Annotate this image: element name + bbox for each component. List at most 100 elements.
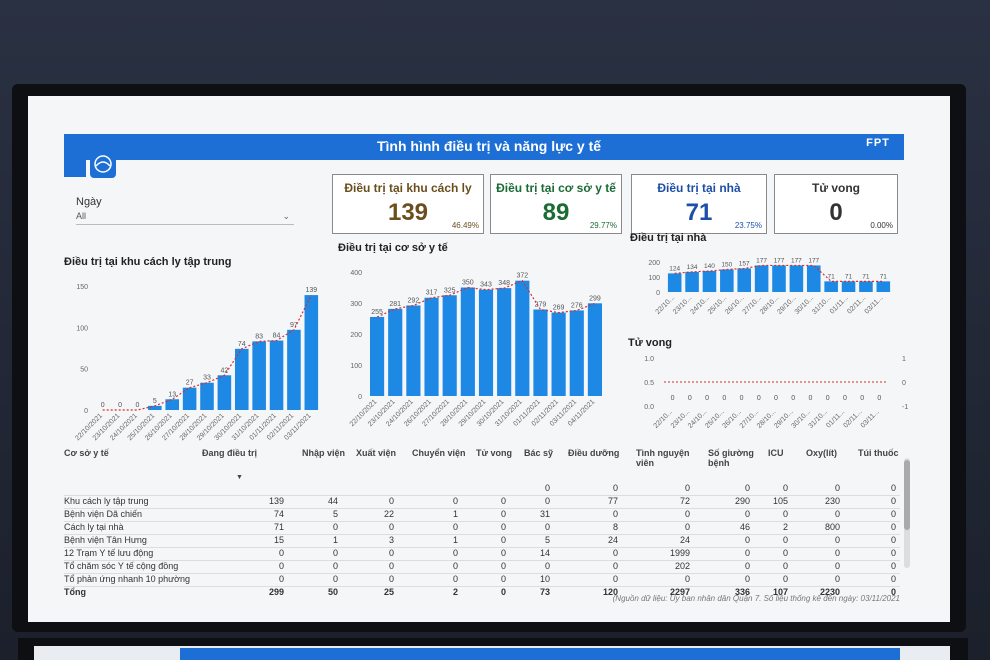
y-tick-label: 100 bbox=[350, 363, 362, 370]
bar[interactable] bbox=[789, 265, 804, 292]
table-cell: 0 bbox=[500, 522, 506, 532]
bar[interactable] bbox=[533, 309, 548, 396]
table-row[interactable]: Bệnh viện Tân Hưng 15 1 3 1 0 5 24 24 0 0 0 0 bbox=[64, 534, 900, 548]
table-header-cell[interactable]: Nhập viện bbox=[302, 448, 346, 458]
bar[interactable] bbox=[569, 310, 584, 396]
bar[interactable] bbox=[287, 329, 301, 410]
bar[interactable] bbox=[200, 382, 214, 410]
table-header-cell[interactable]: Điều dưỡng bbox=[568, 448, 620, 458]
data-label: 317 bbox=[426, 290, 438, 297]
data-label: 84 bbox=[273, 333, 281, 340]
table-row[interactable]: Tổ chăm sóc Y tế cộng đồng 0 0 0 0 0 0 0 202 0 0 0 0 bbox=[64, 560, 900, 574]
bar[interactable] bbox=[148, 405, 162, 410]
bar[interactable] bbox=[406, 305, 421, 396]
bar[interactable] bbox=[754, 265, 769, 292]
bar[interactable] bbox=[515, 280, 530, 396]
table-row[interactable]: 0 0 0 0 0 0 0 bbox=[64, 482, 900, 496]
bar[interactable] bbox=[824, 281, 838, 292]
table-header-cell[interactable]: Oxy(lít) bbox=[806, 448, 838, 458]
table-header-cell[interactable]: Đang điều trị bbox=[202, 448, 258, 458]
table-header-cell[interactable]: Cơ sở y tế bbox=[64, 448, 109, 458]
table-row[interactable]: 12 Trạm Y tế lưu động 0 0 0 0 0 14 0 1999 0 0 0 0 bbox=[64, 547, 900, 561]
table-total-row[interactable]: Tổng 299 50 25 2 0 73 120 2297 336 107 2230 0 bbox=[64, 586, 900, 599]
bar[interactable] bbox=[165, 399, 180, 410]
facility-bar-chart: 010020030040025522/10/202128123/10/20212… bbox=[349, 270, 603, 428]
y-tick-label: 0 bbox=[358, 394, 362, 401]
sort-down-icon[interactable]: ▼ bbox=[236, 474, 243, 481]
bar[interactable] bbox=[442, 295, 457, 396]
bar[interactable] bbox=[737, 268, 752, 292]
bar[interactable] bbox=[369, 316, 385, 396]
table-row[interactable]: Khu cách ly tập trung 139 44 0 0 0 0 77 72 290 105… bbox=[64, 495, 900, 509]
table-cell: 2 bbox=[452, 587, 458, 597]
data-label: 157 bbox=[739, 260, 750, 267]
y-tick-label: 200 bbox=[350, 332, 362, 339]
bar[interactable] bbox=[460, 287, 475, 397]
table-row[interactable]: Bệnh viện Dã chiến 74 5 22 1 0 31 0 0 0 0 0 0 bbox=[64, 508, 900, 522]
table-cell: 0 bbox=[890, 483, 896, 493]
table-header-cell[interactable]: Túi thuốc bbox=[858, 448, 899, 458]
bar[interactable] bbox=[182, 387, 197, 410]
bar[interactable] bbox=[685, 271, 699, 292]
table-cell: 0 bbox=[500, 587, 506, 597]
bar[interactable] bbox=[551, 312, 566, 396]
bar[interactable] bbox=[841, 281, 856, 292]
table-cell: 0 bbox=[544, 483, 550, 493]
bar[interactable] bbox=[269, 340, 284, 410]
table-cell: 0 bbox=[782, 535, 788, 545]
data-label: 5 bbox=[153, 398, 157, 405]
table-header-cell[interactable]: Chuyển viện bbox=[412, 448, 466, 458]
data-label: 0 bbox=[774, 395, 778, 402]
table-cell: 0 bbox=[744, 574, 750, 584]
facility-name: Cách ly tại nhà bbox=[64, 522, 124, 532]
bar[interactable] bbox=[252, 341, 266, 410]
data-label: 177 bbox=[774, 257, 785, 264]
table-cell: 105 bbox=[772, 496, 788, 506]
bar[interactable] bbox=[217, 375, 232, 410]
data-label: 325 bbox=[444, 287, 456, 294]
bar[interactable] bbox=[478, 289, 494, 396]
bar[interactable] bbox=[720, 269, 734, 293]
table-header-cell[interactable]: ICU bbox=[768, 448, 784, 458]
bar[interactable] bbox=[304, 295, 319, 410]
bar[interactable] bbox=[388, 308, 403, 396]
table-header-cell[interactable]: Tình nguyện viên bbox=[636, 448, 690, 468]
scrollbar-thumb[interactable] bbox=[904, 460, 910, 530]
table-header-cell[interactable]: Tử vong bbox=[476, 448, 513, 458]
bar[interactable] bbox=[772, 265, 786, 292]
kpi-percent: 23.75% bbox=[734, 221, 762, 230]
table-row[interactable]: Cách ly tại nhà 71 0 0 0 0 0 8 0 46 2 800 0 bbox=[64, 521, 900, 535]
bar[interactable] bbox=[424, 297, 439, 396]
table-cell: 0 bbox=[684, 574, 690, 584]
table-scrollbar[interactable] bbox=[904, 458, 910, 568]
bar[interactable] bbox=[234, 348, 249, 410]
table-cell: 25 bbox=[383, 587, 394, 597]
bar[interactable] bbox=[859, 281, 873, 292]
date-filter-dropdown[interactable]: All ⌄ bbox=[76, 208, 294, 225]
table-cell: 0 bbox=[544, 561, 550, 571]
table-cell: 44 bbox=[327, 496, 338, 506]
data-label: 0 bbox=[740, 395, 744, 402]
table-row[interactable]: Tổ phản ứng nhanh 10 phường 0 0 0 0 0 10 0 0 0 0 0 0 bbox=[64, 573, 900, 587]
data-label: 299 bbox=[589, 295, 601, 302]
table-cell: 800 bbox=[824, 522, 840, 532]
second-monitor-header bbox=[180, 648, 900, 660]
data-label: 83 bbox=[255, 333, 263, 340]
bar[interactable] bbox=[497, 288, 512, 396]
table-cell: 0 bbox=[834, 548, 840, 558]
bar[interactable] bbox=[667, 273, 682, 292]
table-cell: 0 bbox=[452, 574, 458, 584]
table-cell: 0 bbox=[834, 574, 840, 584]
table-cell: 50 bbox=[327, 587, 338, 597]
table-header-cell[interactable]: Xuất viện bbox=[356, 448, 397, 458]
bar[interactable] bbox=[587, 303, 603, 396]
bar[interactable] bbox=[876, 281, 891, 292]
data-label: 281 bbox=[389, 301, 401, 308]
bar[interactable] bbox=[806, 265, 821, 292]
table-cell: 0 bbox=[890, 574, 896, 584]
bar[interactable] bbox=[702, 271, 717, 292]
table-cell: 0 bbox=[782, 548, 788, 558]
table-header-cell[interactable]: Số giường bệnh bbox=[708, 448, 754, 468]
table-header-cell[interactable]: Bác sỹ bbox=[524, 448, 554, 458]
y-tick-label: 0.5 bbox=[644, 380, 654, 387]
